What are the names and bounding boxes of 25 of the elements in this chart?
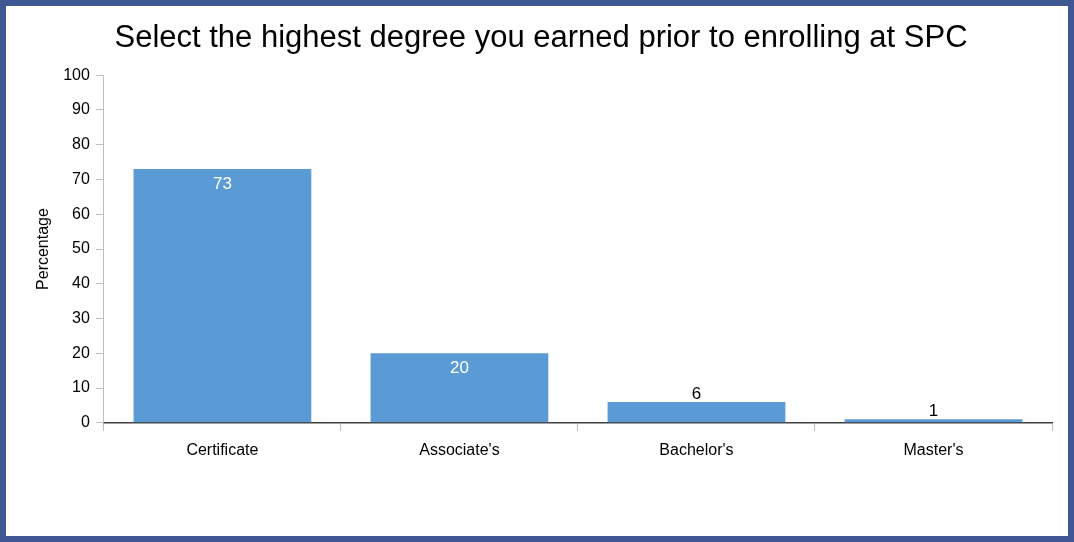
- y-tick-label: 100: [63, 65, 90, 83]
- data-label: 73: [212, 173, 232, 193]
- x-tick-label: Associate's: [419, 440, 500, 458]
- y-tick-label: 30: [72, 308, 90, 326]
- y-tick-label: 0: [80, 413, 90, 431]
- bar: [844, 419, 1023, 423]
- x-tick-label: Master's: [903, 440, 964, 458]
- bar: [370, 353, 549, 423]
- bar: [133, 169, 312, 423]
- data-label: 6: [691, 383, 702, 403]
- y-tick-label: 90: [72, 100, 90, 118]
- y-axis-title: Percentage: [34, 207, 52, 290]
- y-tick-label: 20: [72, 343, 90, 361]
- bar: [607, 401, 786, 423]
- data-label: 1: [928, 401, 939, 421]
- y-tick-label: 40: [72, 274, 90, 292]
- x-tick-label: Bachelor's: [659, 440, 734, 458]
- data-label: 20: [449, 357, 469, 377]
- y-tick-label: 70: [72, 169, 90, 187]
- y-tick-label: 60: [72, 204, 90, 222]
- x-tick-label: Certificate: [186, 440, 259, 458]
- y-tick-label: 80: [72, 135, 90, 153]
- y-tick-label: 10: [72, 378, 90, 396]
- y-tick-label: 50: [72, 239, 90, 257]
- chart-title: Select the highest degree you earned prior to enrolling at SPC: [114, 19, 968, 55]
